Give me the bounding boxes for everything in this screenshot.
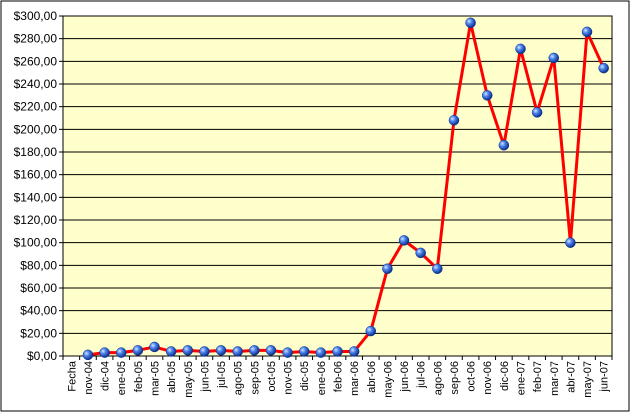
data-point [232,346,243,357]
data-point [265,345,277,356]
x-tick-label: feb-06 [333,361,345,392]
y-tick-label: $100,00 [14,236,58,250]
y-tick-label: $260,00 [14,54,58,68]
x-tick-label: jun-06 [399,361,411,393]
y-tick-label: $120,00 [14,213,58,227]
x-tick-label: mar-06 [349,361,361,396]
y-tick-label: $140,00 [14,190,58,204]
data-point [115,347,127,358]
x-tick-label: sep-05 [249,361,261,395]
data-point [348,346,360,357]
data-point [548,52,560,64]
data-point [315,347,327,358]
x-tick-label: ene-05 [116,361,128,395]
x-tick-label: ago-06 [432,361,444,395]
x-tick-label: mar-07 [549,361,561,396]
x-tick-label: nov-06 [482,361,494,395]
data-point [398,235,410,246]
data-point [282,347,293,358]
data-point [481,90,493,101]
data-point [149,341,160,353]
y-tick-label: $20,00 [20,326,57,340]
plot-area [62,15,613,357]
y-tick-label: $80,00 [20,258,57,272]
data-point [432,263,443,274]
x-tick-label: abr-06 [366,361,378,393]
y-tick-label: $180,00 [14,145,58,159]
data-point [182,345,194,356]
x-tick-label: may-07 [582,361,594,398]
y-tick-label: $240,00 [14,77,58,91]
x-tick-label: nov-04 [83,361,95,395]
x-tick-label: nov-05 [283,361,295,395]
x-tick-label: ago-05 [233,361,245,395]
x-tick-label: jun-05 [199,361,211,393]
x-tick-label: ene-06 [316,361,328,395]
x-tick-label: mar-05 [150,361,162,396]
x-tick-label: dic-05 [299,361,311,391]
data-point [498,139,510,151]
data-point [515,43,526,55]
data-point [99,347,110,358]
data-point [531,107,543,118]
data-point [165,346,177,357]
gridlines [63,38,612,334]
x-tick-label: dic-04 [100,361,112,391]
x-tick-label: may-05 [183,361,195,398]
y-tick-label: $300,00 [14,9,58,23]
y-tick-label: $40,00 [20,304,57,318]
data-point [215,345,227,356]
y-tick-label: $220,00 [14,100,58,114]
data-point [448,115,460,126]
x-tick-label: jul-05 [216,361,228,389]
data-point [382,263,393,274]
data-point [365,325,377,337]
y-axis-ticks: $0,00 $20,00 $40,00 $60,00 $80,00 $100,00 $120… [14,9,63,363]
data-point [132,345,144,356]
y-tick-label: $280,00 [14,32,58,46]
data-point [332,346,343,357]
x-tick-label: Fecha [66,360,78,391]
x-tick-label: ene-07 [516,361,528,395]
data-point [581,26,593,38]
x-tick-label: dic-06 [499,361,511,391]
x-tick-label: abr-05 [166,361,178,393]
x-tick-label: abr-07 [565,361,577,393]
series-points [82,17,609,361]
y-tick-label: $200,00 [14,122,58,136]
x-tick-label: feb-07 [532,361,544,392]
data-point [82,349,94,361]
x-tick-label: may-06 [382,361,394,398]
data-point [565,237,576,248]
data-point [465,17,476,29]
x-tick-label: jul-06 [416,361,428,389]
data-point [598,62,609,74]
x-axis-ticks: Fecha nov-04 dic-04 ene-05 feb-05 mar-05 abr-0… [62,356,613,398]
y-tick-label: $60,00 [20,281,57,295]
data-point [298,346,310,357]
y-tick-label: $0,00 [27,349,57,363]
data-point [415,247,426,259]
x-tick-label: feb-05 [133,361,145,392]
data-point [249,345,260,356]
x-tick-label: oct-05 [266,361,278,392]
x-tick-label: sep-06 [449,361,461,395]
x-tick-label: oct-06 [466,361,478,392]
x-tick-label: jun-07 [599,361,611,393]
y-tick-label: $160,00 [14,168,58,182]
data-point [199,346,210,357]
